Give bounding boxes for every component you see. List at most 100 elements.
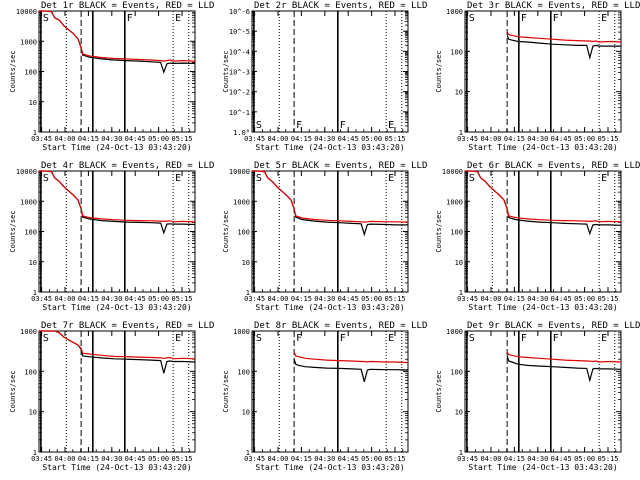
- y-tick-label: 10: [242, 409, 250, 417]
- x-tick-label: 05:00: [148, 455, 169, 463]
- x-tick-label: 04:00: [267, 295, 288, 303]
- time-marker-label: S: [43, 333, 49, 344]
- events-series-line: [506, 35, 621, 60]
- x-tick-label: 04:15: [291, 455, 312, 463]
- x-tick-label: 05:00: [574, 295, 595, 303]
- x-tick-label: 03:45: [457, 135, 478, 143]
- x-tick-label: 04:45: [125, 135, 146, 143]
- y-axis-label: Counts/sec: [222, 210, 230, 252]
- y-axis-label: Counts/sec: [435, 50, 443, 92]
- time-marker-label: E: [388, 333, 394, 344]
- y-tick-label: 10000: [229, 168, 250, 176]
- x-tick-label: 04:30: [314, 135, 335, 143]
- time-marker-label: F: [553, 13, 559, 24]
- y-tick-label: 100: [450, 229, 463, 237]
- x-tick-label: 04:00: [267, 455, 288, 463]
- y-tick-label: 10: [455, 409, 463, 417]
- x-tick-label: 04:30: [314, 455, 335, 463]
- x-tick-label: 04:30: [527, 455, 548, 463]
- x-tick-label: 05:00: [361, 455, 382, 463]
- x-tick-label: 04:45: [551, 135, 572, 143]
- chart-title: Det 7r BLACK = Events, RED = LLD: [41, 321, 214, 331]
- y-tick-label: 10: [242, 259, 250, 267]
- x-tick-label: 05:00: [574, 455, 595, 463]
- y-axis-label: Counts/sec: [222, 370, 230, 412]
- x-tick-label: 03:45: [31, 295, 52, 303]
- y-tick-label: 1000: [446, 328, 463, 336]
- y-tick-label: 1000: [233, 198, 250, 206]
- y-tick-label: 100: [450, 48, 463, 56]
- x-axis-label: Start Time (24-Oct-13 03:43:20): [468, 143, 617, 152]
- y-tick-label: 10: [455, 259, 463, 267]
- x-tick-label: 03:45: [244, 295, 265, 303]
- y-tick-label: 10000: [442, 168, 463, 176]
- y-tick-label: 1.0°: [233, 129, 250, 137]
- y-tick-label: 10^-5: [229, 28, 250, 36]
- y-tick-label: 1000: [446, 198, 463, 206]
- time-marker-label: E: [388, 120, 394, 131]
- y-axis-label: Counts/sec: [435, 370, 443, 412]
- y-tick-label: 1: [459, 289, 463, 297]
- x-tick-label: 05:00: [574, 135, 595, 143]
- y-tick-label: 1: [246, 449, 250, 457]
- x-tick-label: 05:00: [148, 135, 169, 143]
- x-tick-label: 04:30: [101, 455, 122, 463]
- time-marker-label: F: [340, 333, 346, 344]
- time-marker-label: E: [601, 13, 607, 24]
- chart-title: Det 2r BLACK = Events, RED = LLD: [254, 1, 427, 11]
- x-axis-label: Start Time (24-Oct-13 03:43:20): [255, 143, 404, 152]
- y-tick-label: 10^-2: [229, 89, 250, 97]
- plot-frame: [38, 330, 196, 453]
- time-marker-label: F: [296, 333, 302, 344]
- x-axis-label: Start Time (24-Oct-13 03:43:20): [255, 303, 404, 312]
- time-marker-label: F: [553, 333, 559, 344]
- y-axis-label: Counts/sec: [222, 50, 230, 92]
- x-tick-label: 04:45: [125, 295, 146, 303]
- chart-panel-9: Det 9r BLACK = Events, RED = LLD 1 10 100 10…: [435, 321, 640, 472]
- time-marker-label: E: [601, 173, 607, 184]
- x-tick-label: 04:45: [338, 295, 359, 303]
- y-tick-label: 10^-4: [229, 48, 250, 56]
- chart-title: Det 8r BLACK = Events, RED = LLD: [254, 321, 427, 331]
- time-marker-label: F: [127, 13, 133, 24]
- y-tick-label: 1: [33, 289, 37, 297]
- y-axis-label: Counts/sec: [9, 210, 17, 252]
- y-tick-label: 100: [24, 368, 37, 376]
- chart-panel-3: Det 3r BLACK = Events, RED = LLD 1 10 100 10…: [435, 1, 640, 152]
- x-tick-label: 04:15: [78, 135, 99, 143]
- y-tick-label: 100: [237, 368, 250, 376]
- x-tick-label: 05:15: [597, 135, 618, 143]
- y-tick-label: 100: [24, 69, 37, 77]
- x-tick-label: 04:30: [101, 135, 122, 143]
- chart-panel-7: Det 7r BLACK = Events, RED = LLD 1 10 100 10…: [9, 321, 214, 472]
- x-tick-label: 03:45: [31, 135, 52, 143]
- y-tick-label: 10^-1: [229, 109, 250, 117]
- panels-container: Det 1r BLACK = Events, RED = LLD11010010…: [9, 1, 640, 472]
- chart-panel-4: Det 4r BLACK = Events, RED = LLD 1 10 100 10…: [9, 161, 214, 312]
- time-marker-label: F: [521, 13, 527, 24]
- plot-frame: [464, 330, 622, 453]
- time-marker-label: S: [469, 13, 475, 24]
- x-tick-label: 04:00: [480, 455, 501, 463]
- time-marker-label: F: [340, 120, 346, 131]
- x-tick-label: 04:30: [101, 295, 122, 303]
- x-tick-label: 04:45: [551, 295, 572, 303]
- lld-series-line: [506, 31, 622, 43]
- y-tick-label: 1000: [233, 328, 250, 336]
- time-marker-label: S: [256, 120, 262, 131]
- y-tick-label: 1000: [20, 328, 37, 336]
- lld-series-line: [252, 170, 409, 223]
- x-tick-label: 03:45: [244, 455, 265, 463]
- lld-series-line: [39, 10, 196, 62]
- x-tick-label: 04:45: [551, 455, 572, 463]
- time-marker-label: S: [256, 333, 262, 344]
- plot-frame: [251, 330, 409, 453]
- y-tick-label: 100: [24, 229, 37, 237]
- x-tick-label: 04:30: [527, 295, 548, 303]
- time-marker-label: E: [175, 13, 181, 24]
- chart-title: Det 4r BLACK = Events, RED = LLD: [41, 161, 214, 171]
- lld-series-line: [39, 170, 196, 223]
- x-tick-label: 05:15: [171, 135, 192, 143]
- y-axis-label: Counts/sec: [435, 210, 443, 252]
- x-tick-label: 05:00: [148, 295, 169, 303]
